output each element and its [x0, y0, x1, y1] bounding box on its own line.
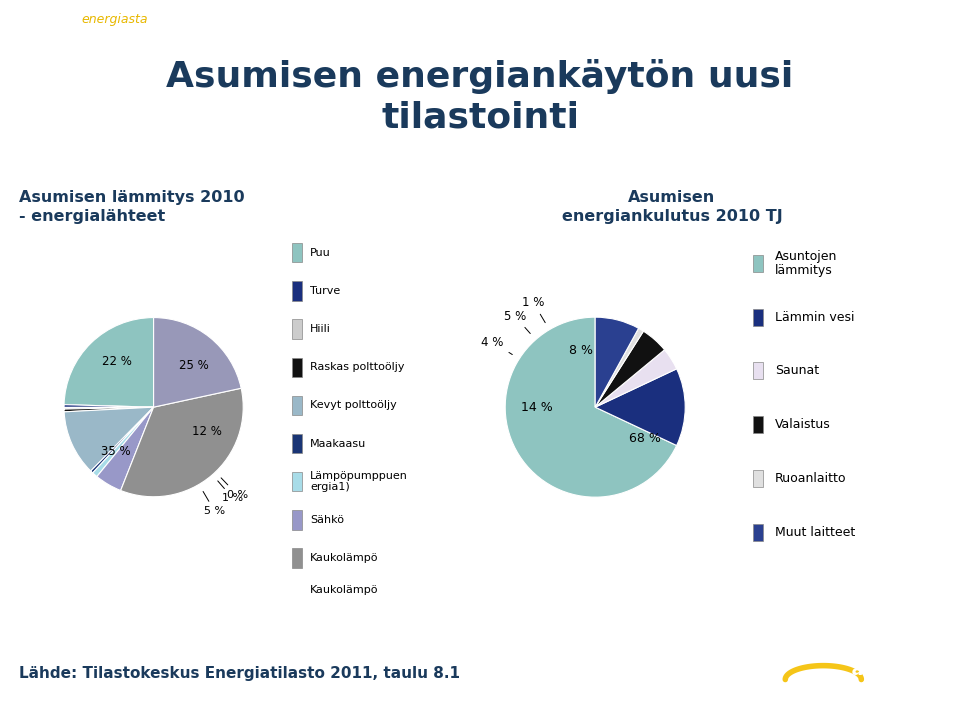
- FancyBboxPatch shape: [292, 434, 302, 453]
- FancyBboxPatch shape: [292, 472, 302, 491]
- Text: 22 %: 22 %: [102, 355, 132, 369]
- Text: Valaistus: Valaistus: [775, 418, 830, 431]
- FancyBboxPatch shape: [292, 243, 302, 263]
- Text: Kaukolämpö: Kaukolämpö: [310, 585, 378, 595]
- FancyBboxPatch shape: [753, 255, 763, 272]
- Text: 1 %: 1 %: [522, 296, 545, 323]
- Text: Hiili: Hiili: [310, 324, 331, 334]
- Text: 5 %: 5 %: [204, 491, 226, 517]
- Wedge shape: [121, 388, 243, 497]
- Text: 0 %: 0 %: [221, 478, 248, 500]
- Wedge shape: [595, 350, 677, 407]
- Wedge shape: [595, 317, 638, 407]
- Text: 8 %: 8 %: [568, 344, 592, 357]
- Text: Saunat: Saunat: [775, 364, 819, 378]
- Text: 1 %: 1 %: [218, 481, 244, 503]
- Wedge shape: [64, 407, 154, 412]
- Text: Kevyt polttoöljy: Kevyt polttoöljy: [310, 400, 396, 411]
- FancyBboxPatch shape: [753, 309, 763, 326]
- Text: 68 %: 68 %: [629, 432, 660, 445]
- FancyBboxPatch shape: [292, 282, 302, 300]
- Text: Ajankohtaista: Ajankohtaista: [12, 13, 101, 26]
- Wedge shape: [64, 407, 154, 409]
- Text: Ruoanlaitto: Ruoanlaitto: [775, 472, 846, 485]
- Text: 35 %: 35 %: [101, 445, 131, 458]
- Text: Lämpöpumppuen
ergia1): Lämpöpumppuen ergia1): [310, 471, 408, 492]
- Wedge shape: [97, 407, 154, 491]
- Text: 12 %: 12 %: [192, 425, 222, 437]
- FancyBboxPatch shape: [292, 319, 302, 339]
- Text: 5 %: 5 %: [504, 310, 530, 333]
- Wedge shape: [64, 407, 154, 471]
- Text: Puu: Puu: [310, 248, 331, 258]
- FancyBboxPatch shape: [753, 524, 763, 541]
- Wedge shape: [595, 329, 643, 407]
- Wedge shape: [91, 407, 154, 473]
- Text: Lähde: Tilastokeskus Energiatilasto 2011, taulu 8.1: Lähde: Tilastokeskus Energiatilasto 2011…: [19, 666, 460, 682]
- FancyBboxPatch shape: [753, 416, 763, 433]
- FancyBboxPatch shape: [292, 396, 302, 415]
- FancyBboxPatch shape: [753, 470, 763, 487]
- Text: adato: adato: [852, 661, 909, 679]
- Wedge shape: [64, 317, 154, 407]
- Text: Asumisen energiankäytön uusi
tilastointi: Asumisen energiankäytön uusi tilastointi: [166, 59, 794, 134]
- Text: Turve: Turve: [310, 286, 341, 296]
- Text: Kaukolämpö: Kaukolämpö: [310, 553, 378, 563]
- Text: Raskas polttoöljy: Raskas polttoöljy: [310, 362, 404, 372]
- Wedge shape: [595, 331, 664, 407]
- FancyBboxPatch shape: [292, 357, 302, 377]
- Text: Asuntojen
lämmitys: Asuntojen lämmitys: [775, 250, 837, 277]
- Text: energiasta: energiasta: [82, 13, 148, 26]
- Wedge shape: [154, 317, 241, 407]
- FancyBboxPatch shape: [292, 548, 302, 568]
- Wedge shape: [595, 369, 685, 446]
- Wedge shape: [64, 404, 154, 407]
- FancyBboxPatch shape: [292, 510, 302, 529]
- Text: Sähkö: Sähkö: [310, 515, 344, 525]
- Text: 14 %: 14 %: [521, 401, 553, 413]
- Text: Lämmin vesi: Lämmin vesi: [775, 311, 854, 324]
- Text: Maakaasu: Maakaasu: [310, 439, 367, 449]
- Wedge shape: [505, 317, 677, 497]
- Text: 4 %: 4 %: [481, 336, 513, 355]
- Text: Muut laitteet: Muut laitteet: [775, 526, 855, 538]
- Text: 25 %: 25 %: [180, 359, 209, 372]
- Text: Asumisen lämmitys 2010
- energialähteet: Asumisen lämmitys 2010 - energialähteet: [19, 190, 245, 224]
- Text: Asumisen
energiankulutus 2010 TJ: Asumisen energiankulutus 2010 TJ: [562, 190, 782, 224]
- Wedge shape: [93, 407, 154, 477]
- FancyBboxPatch shape: [753, 362, 763, 379]
